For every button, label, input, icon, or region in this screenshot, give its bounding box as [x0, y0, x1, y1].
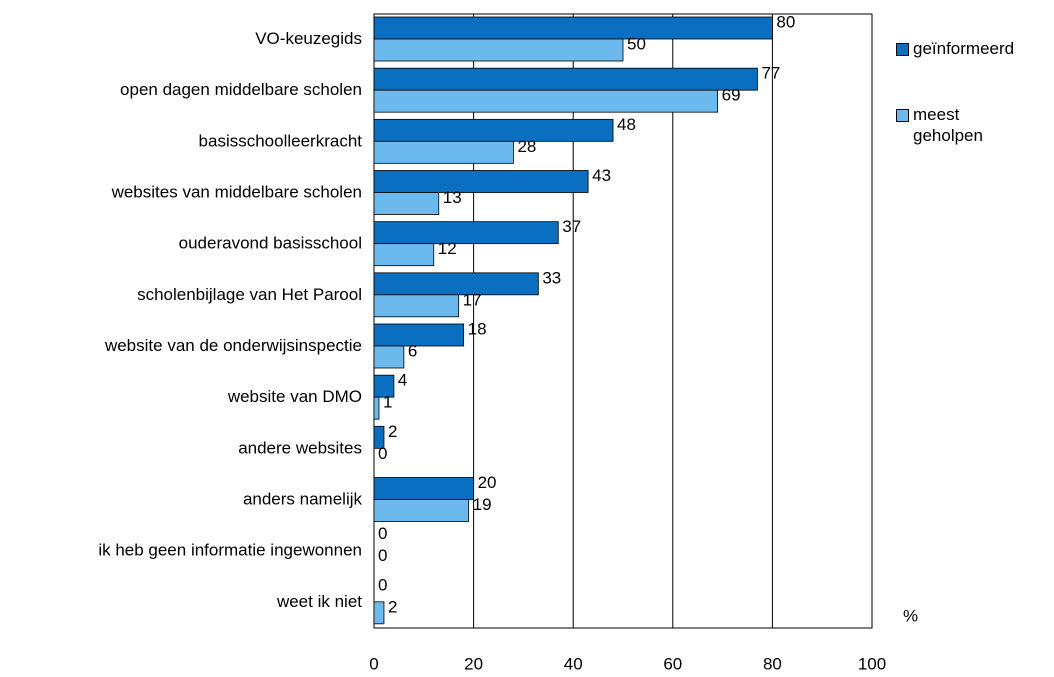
data-label: 6 [408, 341, 417, 360]
x-tick-label: 80 [763, 654, 782, 673]
x-tick-label: 40 [564, 654, 583, 673]
legend-swatch [896, 43, 909, 56]
data-label: 37 [562, 217, 581, 236]
bar [373, 396, 380, 420]
bar [373, 425, 385, 449]
data-label: 69 [722, 86, 741, 105]
y-tick-label: weet ik niet [276, 592, 362, 611]
y-tick-label: VO-keuzegids [255, 29, 362, 48]
y-tick-label: website van DMO [227, 387, 362, 406]
bar [373, 16, 773, 40]
data-label: 0 [378, 444, 387, 463]
bar [373, 89, 719, 113]
y-tick-label: ik heb geen informatie ingewonnen [98, 541, 362, 560]
bar [373, 38, 624, 62]
data-label: 2 [388, 597, 397, 616]
y-tick-label: website van de onderwijsinspectie [104, 336, 362, 355]
data-label: 0 [378, 524, 387, 543]
legend-swatch [896, 109, 909, 122]
data-label: 18 [468, 319, 487, 338]
bar [373, 243, 435, 267]
x-tick-label: 20 [464, 654, 483, 673]
y-tick-label: basisschoolleerkracht [199, 131, 363, 150]
data-label: 33 [542, 268, 561, 287]
data-label: 0 [378, 575, 387, 594]
bar [373, 118, 614, 142]
data-label: 43 [592, 166, 611, 185]
data-label: 4 [398, 371, 407, 390]
data-label: 20 [478, 473, 497, 492]
data-label: 0 [378, 546, 387, 565]
y-tick-label: websites van middelbare scholen [111, 183, 362, 202]
bar [373, 499, 470, 522]
data-label: 77 [761, 64, 780, 83]
data-label: 1 [383, 393, 392, 412]
bar [373, 192, 440, 215]
x-tick-label: 60 [663, 654, 682, 673]
bar [373, 374, 395, 398]
bar [373, 272, 539, 296]
data-label: 48 [617, 115, 636, 134]
data-label: 80 [776, 12, 795, 31]
data-label: 19 [473, 495, 492, 514]
legend-label: meest geholpen [913, 105, 983, 145]
x-tick-label: 100 [858, 654, 886, 673]
legend-label: geïnformeerd [913, 39, 1015, 58]
y-tick-label: ouderavond basisschool [179, 234, 362, 253]
plot-border [373, 13, 873, 629]
bar [373, 67, 758, 91]
data-label: 12 [438, 239, 457, 258]
bar [373, 601, 385, 625]
bar [373, 170, 589, 193]
x-tick-label: 0 [369, 654, 378, 673]
data-label: 50 [627, 34, 646, 53]
bar [373, 221, 559, 245]
y-tick-label: andere websites [238, 438, 362, 457]
bar [373, 345, 405, 369]
bar [373, 477, 474, 500]
bar [373, 140, 514, 164]
data-label: 17 [463, 290, 482, 309]
y-tick-label: scholenbijlage van Het Parool [137, 285, 362, 304]
y-tick-label: anders namelijk [243, 490, 363, 509]
y-tick-label: open dagen middelbare scholen [120, 80, 362, 99]
data-label: 13 [443, 188, 462, 207]
bar [373, 294, 460, 318]
data-label: 2 [388, 422, 397, 441]
bar [373, 323, 465, 347]
data-label: 28 [517, 137, 536, 156]
x-axis-unit: % [903, 606, 918, 625]
